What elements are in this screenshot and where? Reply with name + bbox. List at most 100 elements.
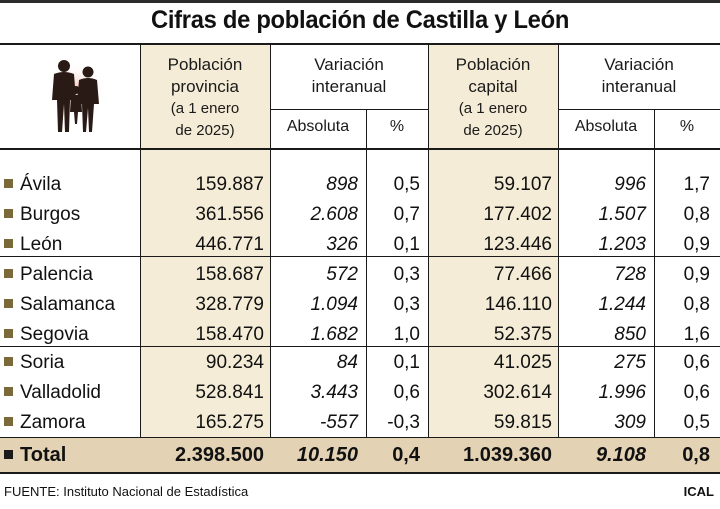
bullet-icon [4, 450, 13, 459]
bullet-icon [4, 357, 13, 366]
bullet-icon [4, 329, 13, 338]
cell-cap-abs: 850 [614, 324, 646, 345]
cell-cap-abs: 728 [614, 264, 646, 285]
cell-cap: 77.466 [493, 264, 552, 285]
bullet-icon [4, 269, 13, 278]
cell-prov: 158.687 [195, 264, 264, 285]
cell-prov-abs: 1.094 [310, 294, 358, 315]
bullet-icon [4, 179, 13, 188]
cell-prov-pct: 0,7 [393, 204, 420, 225]
cell-prov: 165.275 [195, 412, 264, 433]
cell-prov-pct: 0,1 [393, 234, 420, 255]
cell-cap-abs: 275 [614, 352, 646, 373]
col-divider-1 [140, 45, 141, 472]
header-variacion-interanual-provincia: Variación interanual [311, 55, 387, 96]
cell-cap: 52.375 [493, 324, 552, 345]
total-bottom-rule [0, 472, 720, 474]
row-name: Zamora [4, 408, 140, 438]
table-row: Burgos 361.556 2.608 0,7 177.402 1.507 0,8 [0, 200, 720, 230]
source-note: FUENTE: Instituto Nacional de Estadístic… [4, 484, 249, 499]
cell-cap-abs: 1.244 [598, 294, 646, 315]
cell-cap-abs: 1.203 [598, 234, 646, 255]
family-silhouette-icon [36, 52, 116, 138]
shade-prov-column [140, 45, 270, 438]
cell-prov-abs: 84 [336, 352, 358, 373]
table-row: Valladolid 528.841 3.443 0,6 302.614 1.996 0,6 [0, 378, 720, 408]
cell-cap-pct: 1,6 [683, 324, 710, 345]
title-rule [0, 43, 720, 45]
col-divider-5 [558, 45, 559, 472]
row-name: Ávila [4, 170, 140, 200]
group-rule-1 [0, 256, 720, 257]
total-band [0, 438, 720, 472]
subheader-rule-provincia [270, 109, 428, 110]
col-divider-3 [366, 109, 367, 472]
cell-cap: 59.815 [493, 412, 552, 433]
bullet-icon [4, 417, 13, 426]
col-divider-2 [270, 45, 271, 472]
cell-prov: 528.841 [195, 382, 264, 403]
credit: ICAL [683, 484, 714, 499]
cell-cap-pct: 0,8 [682, 444, 710, 466]
subheader-absoluta-capital: Absoluta [574, 118, 638, 135]
bullet-icon [4, 299, 13, 308]
subheader-pct-provincia: % [389, 118, 405, 135]
cell-cap: 41.025 [493, 352, 552, 373]
cell-cap-pct: 0,6 [683, 352, 710, 373]
cell-cap: 302.614 [483, 382, 552, 403]
cell-prov: 361.556 [195, 204, 264, 225]
cell-cap-abs: 996 [614, 174, 646, 195]
table-row: Zamora 165.275 -557 -0,3 59.815 309 0,5 [0, 408, 720, 438]
cell-prov-abs: 898 [326, 174, 358, 195]
cell-prov: 446.771 [195, 234, 264, 255]
cell-prov: 158.470 [195, 324, 264, 345]
header-poblacion-capital: Población capital (a 1 enero de 2025) [455, 55, 531, 139]
cell-cap-abs: 1.507 [598, 204, 646, 225]
cell-prov-abs: 2.608 [310, 204, 358, 225]
subheader-pct-capital: % [679, 118, 695, 135]
cell-cap: 59.107 [493, 174, 552, 195]
shade-cap-column [428, 45, 558, 438]
cell-prov-pct: 0,3 [393, 294, 420, 315]
cell-prov: 159.887 [195, 174, 264, 195]
top-bar [0, 0, 720, 3]
row-name: Total [4, 438, 140, 472]
cell-prov-pct: 0,5 [393, 174, 420, 195]
cell-prov: 2.398.500 [175, 444, 264, 466]
cell-cap-abs: 1.996 [598, 382, 646, 403]
cell-prov-abs: 10.150 [296, 444, 358, 466]
cell-prov-abs: 572 [326, 264, 358, 285]
cell-prov-abs: 326 [326, 234, 358, 255]
cell-cap: 146.110 [484, 294, 552, 315]
cell-cap-pct: 0,6 [683, 382, 710, 403]
header-variacion-interanual-capital: Variación interanual [601, 55, 677, 96]
bullet-icon [4, 209, 13, 218]
cell-prov-pct: 1,0 [393, 324, 420, 345]
cell-prov-abs: 3.443 [310, 382, 358, 403]
bullet-icon [4, 239, 13, 248]
cell-cap-abs: 9.108 [595, 444, 646, 466]
row-name: Soria [4, 348, 140, 378]
table-row: León 446.771 326 0,1 123.446 1.203 0,9 [0, 230, 720, 260]
table-row: Segovia 158.470 1.682 1,0 52.375 850 1,6 [0, 320, 720, 350]
cell-prov-pct: 0,3 [393, 264, 420, 285]
cell-cap-abs: 309 [614, 412, 646, 433]
group-rule-2 [0, 346, 720, 347]
subheader-rule-capital [558, 109, 720, 110]
row-name: Burgos [4, 200, 140, 230]
cell-prov-pct: 0,1 [393, 352, 420, 373]
row-name: Valladolid [4, 378, 140, 408]
cell-cap: 123.446 [483, 234, 552, 255]
cell-cap-pct: 0,5 [683, 412, 710, 433]
header-poblacion-provincia: Población provincia (a 1 enero de 2025) [167, 55, 243, 139]
cell-prov-abs: 1.682 [310, 324, 358, 345]
col-divider-4 [428, 45, 429, 472]
cell-cap-pct: 0,8 [683, 294, 710, 315]
cell-cap: 1.039.360 [463, 444, 552, 466]
cell-cap-pct: 0,9 [683, 264, 710, 285]
table-row: Soria 90.234 84 0,1 41.025 275 0,6 [0, 348, 720, 378]
table-row: Salamanca 328.779 1.094 0,3 146.110 1.244 0,8 [0, 290, 720, 320]
cell-cap-pct: 0,9 [683, 234, 710, 255]
cell-cap-pct: 0,8 [683, 204, 710, 225]
header-bottom-rule [0, 148, 720, 150]
